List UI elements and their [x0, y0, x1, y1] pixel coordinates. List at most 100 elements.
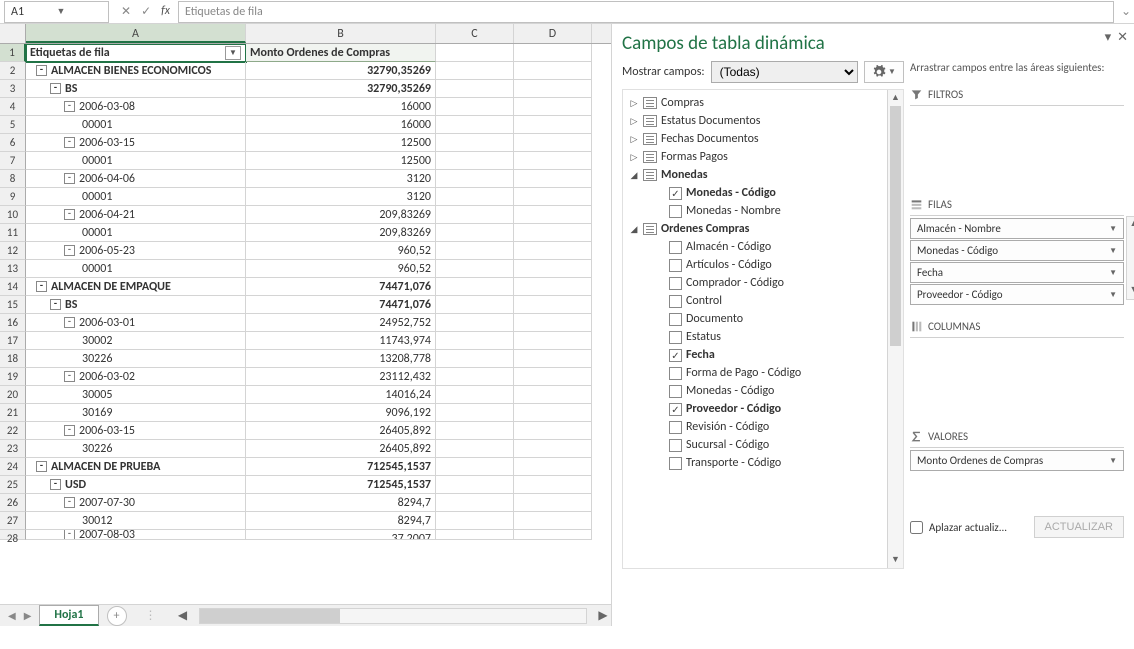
cell[interactable] — [436, 296, 514, 314]
scroll-down-icon[interactable]: ▼ — [888, 552, 903, 568]
field-list-item[interactable]: ◢Monedas — [625, 166, 901, 184]
field-dropdown-icon[interactable]: ▼ — [1109, 246, 1117, 256]
area-field-item[interactable]: Fecha▼ — [910, 262, 1124, 283]
cell[interactable] — [514, 242, 592, 260]
pivot-value[interactable]: 8294,7 — [246, 494, 436, 512]
pivot-row-label[interactable]: 30012 — [26, 512, 246, 530]
rows-area[interactable]: FILAS Almacén - Nombre▼Monedas - Código▼… — [910, 194, 1124, 308]
cell[interactable] — [514, 314, 592, 332]
field-checkbox[interactable] — [669, 205, 682, 218]
pivot-row-label[interactable]: -2006-03-15 — [26, 134, 246, 152]
pane-dropdown-icon[interactable]: ▾ — [1105, 30, 1112, 45]
pivot-row-label[interactable]: -2006-04-21 — [26, 206, 246, 224]
field-checkbox[interactable] — [669, 439, 682, 452]
cell[interactable] — [514, 296, 592, 314]
field-list-item[interactable]: ▷Formas Pagos — [625, 148, 901, 166]
cell[interactable] — [436, 80, 514, 98]
expand-collapse-button[interactable]: - — [64, 245, 75, 256]
cell[interactable] — [436, 278, 514, 296]
field-checkbox[interactable] — [669, 403, 682, 416]
field-checkbox[interactable] — [669, 313, 682, 326]
area-field-item[interactable]: Monedas - Código▼ — [910, 240, 1124, 261]
row-header[interactable]: 12 — [0, 242, 26, 260]
pivot-row-label[interactable]: 00001 — [26, 224, 246, 242]
update-button[interactable]: ACTUALIZAR — [1034, 516, 1124, 538]
cell[interactable] — [436, 512, 514, 530]
field-checkbox[interactable] — [669, 241, 682, 254]
expand-collapse-button[interactable]: - — [50, 83, 61, 94]
cell[interactable] — [514, 98, 592, 116]
pane-settings-button[interactable]: ▼ — [864, 61, 904, 83]
pivot-value[interactable]: 23112,432 — [246, 368, 436, 386]
row-header[interactable]: 1 — [0, 44, 26, 62]
pivot-row-label[interactable]: 00001 — [26, 260, 246, 278]
cell[interactable] — [436, 224, 514, 242]
field-checkbox[interactable] — [669, 187, 682, 200]
pivot-row-label[interactable]: 00001 — [26, 188, 246, 206]
cell[interactable] — [436, 476, 514, 494]
expand-collapse-button[interactable]: - — [64, 101, 75, 112]
cell[interactable] — [514, 224, 592, 242]
pivot-value[interactable]: 26405,892 — [246, 440, 436, 458]
pivot-row-label[interactable]: -2006-03-02 — [26, 368, 246, 386]
cell[interactable] — [514, 332, 592, 350]
pivot-value[interactable]: 12500 — [246, 134, 436, 152]
expand-collapse-button[interactable]: - — [64, 137, 75, 148]
row-header[interactable]: 11 — [0, 224, 26, 242]
field-list-item[interactable]: Almacén - Código — [625, 238, 901, 256]
cell[interactable] — [514, 440, 592, 458]
row-header[interactable]: 2 — [0, 62, 26, 80]
pivot-value[interactable]: 8294,7 — [246, 512, 436, 530]
pivot-value[interactable]: 14016,24 — [246, 386, 436, 404]
row-header[interactable]: 22 — [0, 422, 26, 440]
column-header-a[interactable]: A — [26, 24, 246, 43]
tree-toggle-icon[interactable]: ▷ — [629, 134, 639, 145]
pivot-row-label[interactable]: -2006-05-23 — [26, 242, 246, 260]
pivot-row-label[interactable]: 30169 — [26, 404, 246, 422]
cell[interactable] — [436, 152, 514, 170]
row-header[interactable]: 25 — [0, 476, 26, 494]
field-checkbox[interactable] — [669, 385, 682, 398]
pivot-row-label[interactable]: 30005 — [26, 386, 246, 404]
row-header[interactable]: 14 — [0, 278, 26, 296]
field-dropdown-icon[interactable]: ▼ — [1109, 268, 1117, 278]
expand-collapse-button[interactable]: - — [36, 65, 47, 76]
cell[interactable] — [514, 80, 592, 98]
cell[interactable] — [436, 386, 514, 404]
pivot-value[interactable]: 712545,1537 — [246, 476, 436, 494]
field-list-item[interactable]: ▷Estatus Documentos — [625, 112, 901, 130]
cell[interactable] — [514, 188, 592, 206]
field-checkbox[interactable] — [669, 367, 682, 380]
row-header[interactable]: 7 — [0, 152, 26, 170]
field-list-item[interactable]: Sucursal - Código — [625, 436, 901, 454]
row-header[interactable]: 18 — [0, 350, 26, 368]
sheet-tab-active[interactable]: Hoja1 — [39, 605, 98, 626]
show-fields-select[interactable]: (Todas) — [711, 61, 858, 83]
cell[interactable] — [514, 206, 592, 224]
cell[interactable] — [514, 512, 592, 530]
field-list-item[interactable]: Fecha — [625, 346, 901, 364]
pivot-row-label[interactable]: -2006-03-01 — [26, 314, 246, 332]
row-header[interactable]: 28 — [0, 530, 26, 540]
pivot-row-label[interactable]: -2006-03-08 — [26, 98, 246, 116]
hscroll-left-icon[interactable]: ◀ — [175, 608, 191, 623]
pivot-value[interactable]: 26405,892 — [246, 422, 436, 440]
pivot-row-label[interactable]: 30002 — [26, 332, 246, 350]
cell[interactable] — [436, 116, 514, 134]
cell[interactable] — [436, 350, 514, 368]
pivot-value[interactable]: 16000 — [246, 116, 436, 134]
field-list-item[interactable]: Proveedor - Código — [625, 400, 901, 418]
expand-collapse-button[interactable]: - — [64, 317, 75, 328]
area-field-item[interactable]: Proveedor - Código▼ — [910, 284, 1124, 305]
cell[interactable] — [514, 404, 592, 422]
field-list-item[interactable]: Revisión - Código — [625, 418, 901, 436]
field-list-item[interactable]: ▷Fechas Documentos — [625, 130, 901, 148]
columns-area[interactable]: COLUMNAS — [910, 316, 1124, 418]
row-header[interactable]: 15 — [0, 296, 26, 314]
cell[interactable] — [514, 494, 592, 512]
row-header[interactable]: 10 — [0, 206, 26, 224]
field-list-scrollbar[interactable]: ▲ ▼ — [887, 90, 903, 568]
row-header[interactable]: 4 — [0, 98, 26, 116]
cell[interactable] — [514, 350, 592, 368]
scroll-up-icon[interactable]: ▲ — [888, 90, 903, 106]
